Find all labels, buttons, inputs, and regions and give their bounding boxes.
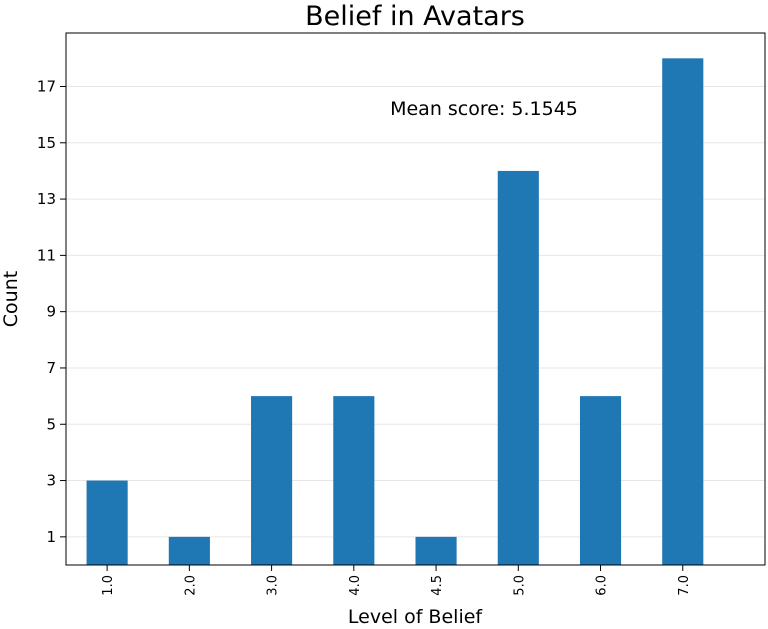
bar-1-0 <box>86 480 128 565</box>
y-tick-label: 7 <box>46 359 56 377</box>
plot-frame <box>65 32 766 566</box>
bar-4-5 <box>415 536 457 565</box>
bar-2-0 <box>168 536 210 565</box>
x-tick-label: 5.0 <box>512 575 527 596</box>
y-tick-label: 13 <box>37 190 56 208</box>
x-tick-label: 7.0 <box>677 575 692 596</box>
x-tick-label: 3.0 <box>266 575 281 596</box>
x-tick-label: 6.0 <box>595 575 610 596</box>
y-tick-label: 3 <box>46 472 56 490</box>
chart-title: Belief in Avatars <box>305 1 525 32</box>
y-tick-label: 1 <box>46 528 56 546</box>
x-tick-label: 1.0 <box>101 575 116 596</box>
y-tick-label: 5 <box>46 415 56 433</box>
bars <box>86 58 704 566</box>
x-axis-label: Level of Belief <box>348 606 484 625</box>
x-tick-label: 4.5 <box>430 575 445 596</box>
y-axis-label: Count <box>0 271 22 327</box>
x-tick-label: 4.0 <box>348 575 363 596</box>
bar-4-0 <box>333 396 375 565</box>
bar-6-0 <box>579 396 622 565</box>
y-tick-label: 9 <box>46 303 56 321</box>
bar-7-0 <box>662 58 704 565</box>
y-tick-label: 15 <box>37 134 56 152</box>
bar-3-0 <box>251 396 293 565</box>
bar-5-0 <box>497 170 539 566</box>
grid-lines <box>66 85 765 538</box>
x-tick-label: 2.0 <box>183 575 198 596</box>
mean-score-annotation: Mean score: 5.1545 <box>390 98 578 120</box>
y-tick-label: 11 <box>37 246 56 264</box>
x-axis-ticks: 1.0 2.0 3.0 4.0 4.5 5.0 6.0 7.0 <box>101 565 692 596</box>
y-tick-label: 17 <box>37 77 56 95</box>
